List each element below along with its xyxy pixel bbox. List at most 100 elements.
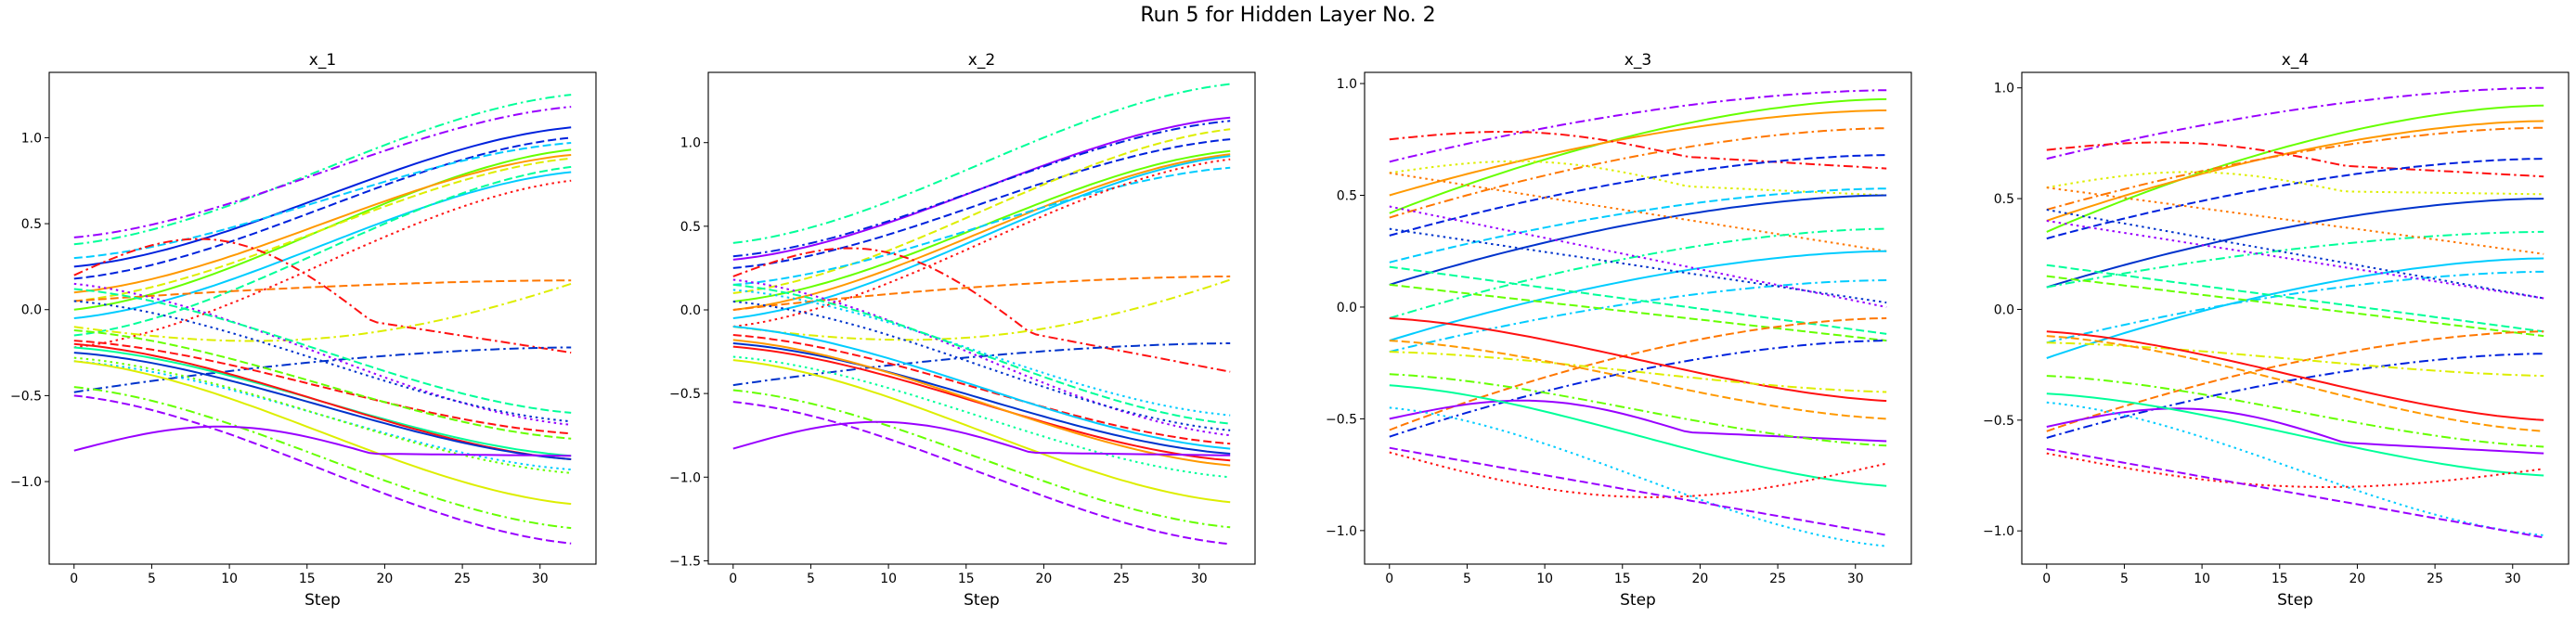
series-line-1 [1389,89,1887,163]
y-tick-label: 0.0 [1994,302,2014,317]
x-tick-label: 5 [2120,572,2129,586]
series-line-23 [732,339,1231,467]
series-line-18 [73,300,572,423]
series-line-17 [73,288,572,414]
series-line-3 [732,120,1231,258]
x-tick-label: 10 [880,572,897,586]
y-tick-label: −0.5 [1326,412,1357,427]
x-axis-label: Step [964,591,1000,610]
series-line-11 [73,179,572,349]
series-line-29 [73,425,572,457]
x-tick-label: 30 [532,572,549,586]
series-line-3 [1389,109,1887,197]
x-tick-label: 20 [1692,572,1709,586]
series-line-8 [1389,187,1887,264]
series-line-20 [73,329,572,440]
series-line-15 [2046,264,2544,333]
series-line-27 [2046,447,2544,539]
subplot-x_4: 0 5 10 15 20 25 30 −1.0 −0.5 0.0 0.5 1.0 x_4 Step [1983,51,2570,610]
x-tick-label: 20 [2349,572,2366,586]
y-tick-label: −1.0 [669,470,701,485]
y-tick-label: 0.5 [1337,189,1357,204]
series-line-13 [1389,279,1887,353]
series-line-21 [1389,351,1887,393]
series-group [2046,86,2544,539]
series-line-9 [732,166,1231,286]
series-line-14 [2046,220,2544,300]
series-line-16 [732,289,1231,417]
series-line-21 [2046,335,2544,432]
series-line-7 [732,153,1231,311]
y-tick-label: −1.5 [669,554,701,569]
series-line-12 [1389,250,1887,342]
series-line-14 [732,342,1231,387]
series-line-28 [1389,446,1887,536]
series-line-19 [2046,341,2544,378]
series-line-12 [73,238,572,354]
x-tick-label: 30 [1847,572,1864,586]
y-tick-label: 0.0 [21,303,42,318]
series-line-15 [1389,205,1887,308]
series-line-21 [732,342,1231,455]
x-tick-label: 0 [2042,572,2051,586]
x-axis-label: Step [304,591,341,610]
x-tick-label: 10 [2194,572,2210,586]
series-line-22 [2046,407,2544,455]
series-line-15 [73,346,572,393]
series-line-1 [2046,86,2544,161]
series-line-26 [732,389,1231,529]
x-tick-label: 10 [221,572,238,586]
series-line-10 [73,165,572,337]
subplot-title: x_2 [968,51,995,70]
y-tick-label: 0.5 [1994,192,2014,207]
x-tick-label: 5 [148,572,156,586]
series-line-24 [2046,392,2544,477]
series-line-25 [2046,452,2544,489]
y-tick-label: 1.0 [21,131,42,146]
axes-frame [2021,71,2570,565]
series-line-2 [2046,104,2544,233]
y-tick-label: 0.0 [1337,301,1357,315]
x-tick-label: 15 [958,572,975,586]
series-line-17 [1389,283,1887,342]
series-line-26 [73,360,572,506]
series-line-25 [73,356,572,474]
series-line-12 [2046,270,2544,344]
x-tick-label: 15 [2272,572,2288,586]
series-line-1 [73,94,572,246]
y-tick-label: 1.0 [1994,82,2014,96]
series-group [73,94,572,545]
series-line-16 [1389,265,1887,335]
series-line-14 [1389,227,1887,304]
series-line-9 [73,171,572,319]
series-line-14 [73,282,572,342]
figure-title: Run 5 for Hidden Layer No. 2 [1140,4,1436,27]
series-line-27 [73,386,572,530]
series-line-20 [2046,330,2544,421]
y-tick-label: 0.5 [21,217,42,232]
series-line-3 [2046,120,2544,222]
series-line-13 [73,279,572,302]
series-line-8 [732,155,1231,319]
series-line-2 [732,116,1231,261]
x-tick-label: 0 [729,572,737,586]
x-axis-label: Step [1620,591,1656,610]
x-tick-label: 30 [1191,572,1208,586]
x-tick-label: 20 [1036,572,1053,586]
series-line-27 [732,401,1231,546]
x-tick-label: 5 [807,572,815,586]
x-tick-label: 15 [1614,572,1631,586]
series-line-1 [732,83,1231,244]
series-line-23 [2046,375,2544,448]
series-line-7 [2046,171,2544,196]
y-tick-label: −1.0 [1983,524,2014,539]
series-line-17 [2046,353,2544,439]
series-line-20 [732,326,1231,450]
series-line-20 [1389,317,1887,403]
series-line-10 [732,158,1231,328]
series-line-10 [2046,186,2544,255]
series-line-19 [1389,317,1887,431]
x-tick-label: 15 [299,572,316,586]
series-line-18 [1389,340,1887,438]
